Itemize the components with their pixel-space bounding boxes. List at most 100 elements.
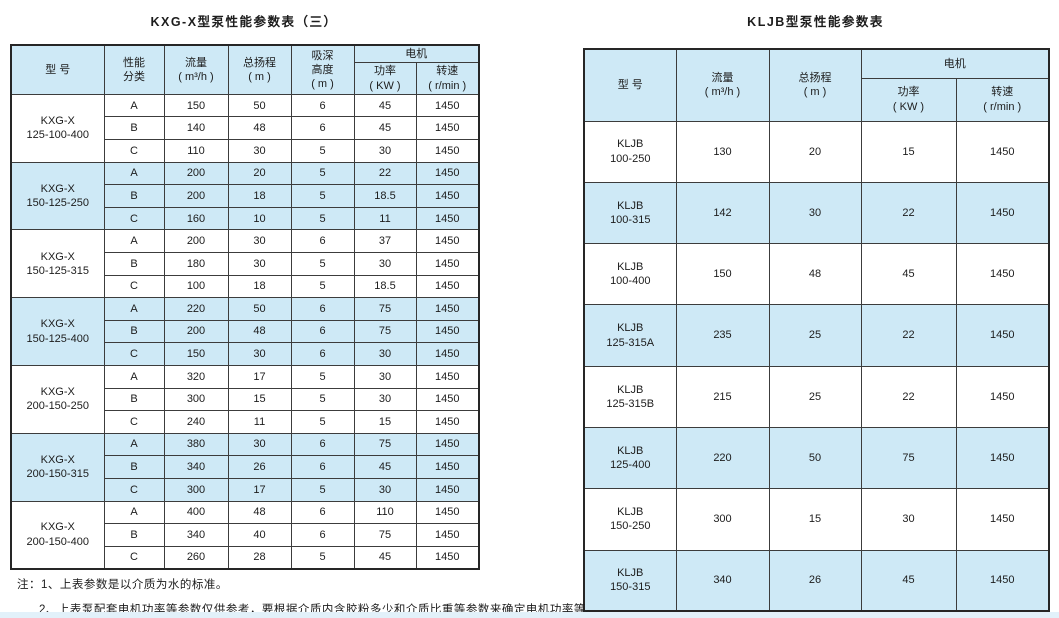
data-cell: 6	[290, 500, 355, 525]
data-cell: 5	[290, 206, 355, 231]
category-cell: B	[103, 252, 165, 276]
table-row: KLJB 150-250 300 15 30 1450	[583, 488, 1050, 551]
col-header-suction: 吸深 高度 ( m )	[290, 44, 355, 95]
category-cell: C	[103, 545, 165, 570]
data-cell: 6	[290, 116, 355, 141]
col-header-model: 型 号	[583, 48, 677, 122]
table-row: B 200 18 5 18.5 1450	[11, 184, 480, 208]
right-table-title: KLJB型泵性能参数表	[747, 15, 884, 29]
data-cell: 6	[290, 523, 355, 547]
data-cell: 50	[768, 426, 862, 490]
col-header-category: 性能 分类	[103, 44, 165, 95]
table-row: KXG-X 200-150-400 A 400 48 6 110 1450	[10, 500, 480, 570]
data-cell: 1450	[415, 365, 480, 389]
data-cell: 1450	[415, 500, 480, 525]
category-cell: B	[103, 184, 165, 208]
model-cell: KLJB 125-315B	[583, 365, 677, 428]
kljb-performance-table: 型 号 流量 ( m³/h ) 总扬程 ( m ) 电机 功率 ( KW ) 转…	[583, 48, 1050, 613]
data-cell: 45	[353, 455, 417, 479]
data-cell: 150	[675, 243, 770, 306]
data-cell: 75	[353, 319, 417, 344]
data-cell: 5	[290, 387, 355, 412]
col-header-total-head: 总扬程 ( m )	[227, 44, 292, 95]
category-cell: B	[103, 523, 165, 547]
data-cell: 22	[860, 304, 957, 367]
data-cell: 30	[353, 139, 417, 163]
data-cell: 1450	[955, 488, 1050, 551]
data-cell: 1450	[415, 297, 480, 321]
data-cell: 100	[163, 274, 229, 299]
col-header-power: 功率 ( KW )	[860, 77, 957, 122]
category-cell: B	[103, 116, 165, 141]
data-cell: 150	[163, 93, 229, 118]
data-cell: 26	[227, 455, 292, 479]
data-cell: 17	[227, 477, 292, 502]
data-cell: 15	[227, 387, 292, 412]
col-header-motor: 电机	[353, 44, 480, 64]
data-cell: 5	[290, 545, 355, 570]
model-cell: KXG-X 125-100-400	[10, 93, 105, 163]
table-row: C 100 18 5 18.5 1450	[11, 274, 480, 299]
data-cell: 22	[860, 365, 957, 428]
table-row: KLJB 100-315 142 30 22 1450	[583, 181, 1050, 245]
data-cell: 30	[227, 432, 292, 457]
data-cell: 5	[290, 184, 355, 208]
table-row: KLJB 150-315 340 26 45 1450	[583, 549, 1050, 612]
data-cell: 5	[290, 252, 355, 276]
data-cell: 45	[860, 549, 957, 612]
data-cell: 25	[768, 365, 862, 428]
data-cell: 20	[768, 120, 862, 183]
category-cell: A	[103, 432, 165, 457]
category-cell: A	[103, 229, 165, 254]
model-cell: KLJB 100-315	[583, 181, 677, 245]
data-cell: 142	[675, 181, 770, 245]
table-row: KLJB 125-315A 235 25 22 1450	[583, 304, 1050, 367]
table-row: KXG-X 150-125-315 A 200 30 6 37 1450	[10, 229, 480, 299]
data-cell: 48	[768, 243, 862, 306]
data-cell: 150	[163, 342, 229, 367]
data-cell: 1450	[955, 365, 1050, 428]
table-row: KLJB 125-400 220 50 75 1450	[583, 426, 1050, 490]
data-cell: 30	[227, 252, 292, 276]
data-cell: 75	[353, 297, 417, 321]
col-header-model: 型 号	[10, 44, 105, 95]
data-cell: 6	[290, 93, 355, 118]
data-cell: 30	[227, 342, 292, 367]
data-cell: 37	[353, 229, 417, 254]
data-cell: 50	[227, 297, 292, 321]
data-cell: 45	[860, 243, 957, 306]
data-cell: 180	[163, 252, 229, 276]
data-cell: 340	[163, 523, 229, 547]
data-cell: 45	[353, 93, 417, 118]
category-cell: B	[103, 319, 165, 344]
data-cell: 1450	[415, 274, 480, 299]
data-cell: 1450	[415, 252, 480, 276]
data-cell: 240	[163, 410, 229, 434]
table-row: KLJB 100-400 150 48 45 1450	[583, 243, 1050, 306]
data-cell: 1450	[415, 477, 480, 502]
category-cell: A	[103, 500, 165, 525]
data-cell: 235	[675, 304, 770, 367]
table-row: KXG-X 200-150-250 A 320 17 5 30 1450	[10, 365, 480, 434]
data-cell: 1450	[415, 455, 480, 479]
data-cell: 340	[163, 455, 229, 479]
data-cell: 1450	[415, 206, 480, 231]
data-cell: 1450	[415, 432, 480, 457]
data-cell: 22	[353, 161, 417, 186]
data-cell: 17	[227, 365, 292, 389]
data-cell: 10	[227, 206, 292, 231]
data-cell: 30	[353, 252, 417, 276]
data-cell: 6	[290, 432, 355, 457]
data-cell: 30	[768, 181, 862, 245]
data-cell: 30	[353, 477, 417, 502]
col-header-total-head: 总扬程 ( m )	[768, 48, 862, 122]
data-cell: 15	[768, 488, 862, 551]
category-cell: C	[103, 139, 165, 163]
data-cell: 30	[227, 139, 292, 163]
category-cell: C	[103, 477, 165, 502]
data-cell: 1450	[415, 93, 480, 118]
data-cell: 28	[227, 545, 292, 570]
data-cell: 18	[227, 184, 292, 208]
col-header-speed: 转速 ( r/min )	[415, 62, 480, 95]
model-cell: KLJB 125-315A	[583, 304, 677, 367]
